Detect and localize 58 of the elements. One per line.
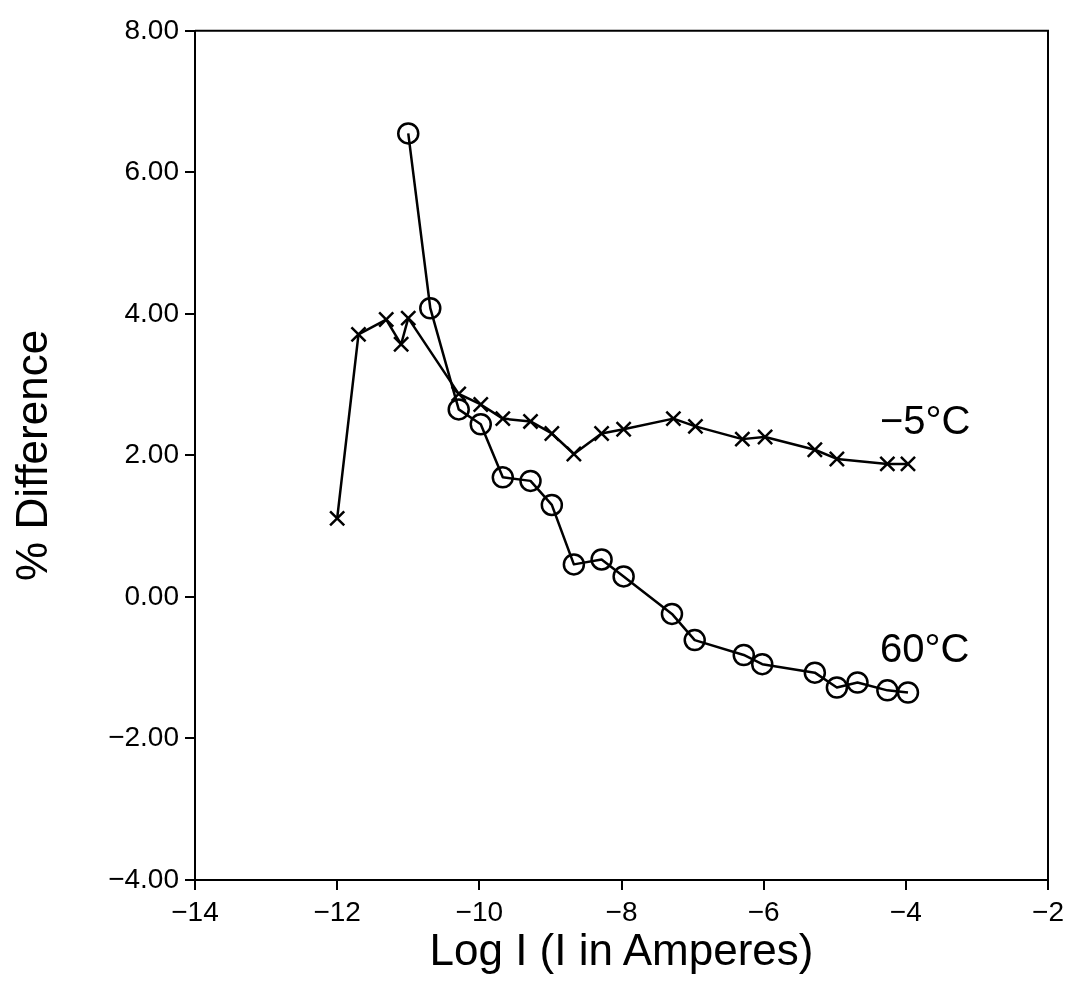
point bbox=[397, 122, 420, 145]
point bbox=[491, 466, 515, 489]
point bbox=[687, 418, 704, 435]
point bbox=[565, 445, 583, 463]
point bbox=[540, 493, 564, 517]
point bbox=[522, 413, 539, 430]
y-tick-label: 4.00 bbox=[124, 296, 179, 328]
point bbox=[328, 510, 346, 527]
y-tick-label: 0.00 bbox=[124, 579, 179, 611]
point bbox=[350, 326, 367, 343]
point bbox=[846, 671, 869, 694]
x-tick-label: −6 bbox=[747, 895, 780, 927]
series-label: −5°C bbox=[879, 397, 971, 442]
y-tick-label: 2.00 bbox=[124, 438, 179, 470]
point bbox=[469, 413, 493, 436]
point bbox=[899, 455, 917, 473]
y-axis-title: % Difference bbox=[6, 329, 56, 581]
x-tick-label: −10 bbox=[455, 895, 504, 927]
point bbox=[683, 628, 706, 652]
point bbox=[543, 425, 561, 442]
point bbox=[732, 643, 756, 667]
point bbox=[803, 661, 827, 684]
point bbox=[590, 548, 613, 571]
point bbox=[399, 309, 417, 327]
point bbox=[756, 428, 774, 446]
point bbox=[377, 311, 395, 328]
point bbox=[896, 681, 920, 704]
point bbox=[447, 398, 470, 421]
point bbox=[876, 679, 899, 702]
point bbox=[392, 335, 410, 353]
point bbox=[612, 565, 635, 588]
x-tick-label: −2 bbox=[1032, 895, 1064, 927]
point bbox=[828, 450, 846, 468]
point bbox=[494, 410, 512, 427]
point bbox=[472, 396, 490, 413]
series-label: 60°C bbox=[879, 626, 970, 671]
y-tick-label: −4.00 bbox=[108, 862, 179, 894]
x-tick-label: −14 bbox=[171, 895, 219, 927]
point bbox=[734, 430, 751, 448]
point bbox=[806, 441, 824, 459]
point bbox=[665, 410, 682, 427]
point bbox=[879, 455, 896, 473]
y-tick-label: 8.00 bbox=[124, 13, 179, 45]
point bbox=[562, 553, 586, 576]
point bbox=[615, 420, 632, 438]
point bbox=[660, 602, 684, 626]
y-tick-label: −2.00 bbox=[108, 721, 179, 753]
point bbox=[450, 385, 468, 403]
point bbox=[519, 469, 542, 493]
x-tick-label: −4 bbox=[889, 895, 922, 927]
point bbox=[825, 676, 849, 699]
y-tick-label: 6.00 bbox=[124, 155, 179, 187]
point bbox=[751, 652, 774, 676]
point bbox=[419, 296, 442, 320]
x-axis-title: Log I (I in Amperes) bbox=[429, 924, 814, 974]
x-tick-label: −12 bbox=[313, 895, 361, 927]
x-tick-label: −8 bbox=[605, 895, 638, 927]
point bbox=[593, 425, 610, 442]
